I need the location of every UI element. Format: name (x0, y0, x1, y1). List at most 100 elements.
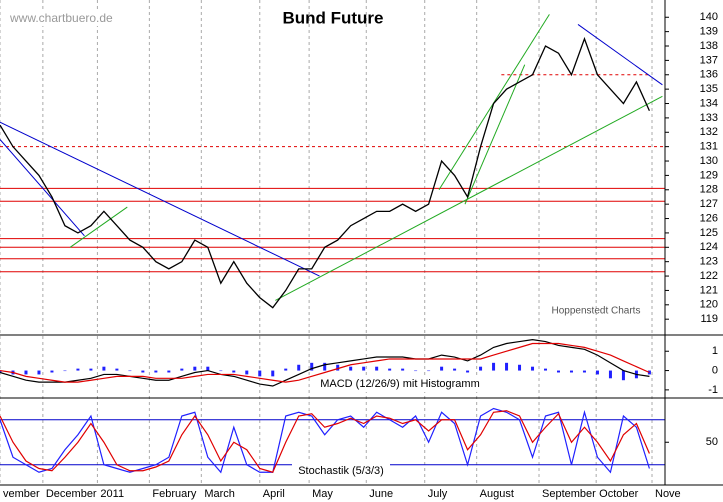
x-tick-label: December (46, 488, 97, 500)
histogram-bar (284, 368, 288, 371)
x-tick-label: Nove (655, 488, 681, 500)
y-tick-label: 121 (700, 284, 718, 296)
histogram-bar (271, 370, 275, 377)
x-tick-label: February (152, 488, 197, 500)
source-note: Hoppenstedt Charts (552, 306, 641, 317)
panel-label: Stochastik (5/3/3) (298, 465, 384, 477)
y-tick-label: 123 (700, 256, 718, 268)
x-tick-label: 2011 (100, 488, 124, 500)
x-tick-label: June (369, 488, 393, 500)
histogram-bar (0, 370, 2, 373)
watermark: www.chartbuero.de (9, 11, 113, 25)
y-tick-label: 134 (700, 97, 718, 109)
histogram-bar (362, 366, 366, 371)
y-tick-label: 136 (700, 69, 718, 81)
x-tick-label: September (542, 488, 596, 500)
histogram-bar (427, 370, 431, 372)
histogram-bar (401, 368, 405, 371)
histogram-bar (297, 364, 301, 371)
histogram-bar (323, 362, 327, 371)
histogram-bar (492, 362, 496, 371)
histogram-bar (466, 370, 470, 373)
histogram-bar (37, 370, 41, 375)
histogram-bar (310, 362, 314, 371)
x-tick-label: March (204, 488, 235, 500)
y-tick-label: 128 (700, 184, 718, 196)
y-tick-label: 140 (700, 11, 718, 23)
histogram-bar (128, 370, 132, 372)
histogram-bar (206, 366, 210, 371)
y-tick-label: 135 (700, 83, 718, 95)
histogram-bar (141, 370, 145, 373)
trend-line (577, 24, 663, 86)
y-tick-label: 126 (700, 212, 718, 224)
histogram-bar (193, 366, 197, 371)
histogram-bar (453, 368, 457, 371)
histogram-bar (479, 366, 483, 371)
series-line (0, 410, 650, 473)
y-tick-label: 50 (706, 436, 718, 448)
histogram-bar (375, 366, 379, 371)
histogram-bar (89, 368, 93, 371)
x-tick-label: May (312, 488, 333, 500)
y-tick-label: 0 (712, 364, 718, 376)
series-line (0, 339, 650, 387)
histogram-bar (505, 362, 509, 371)
histogram-bar (388, 368, 392, 371)
trend-line (0, 121, 320, 277)
trend-line (275, 95, 663, 301)
histogram-bar (608, 370, 612, 379)
y-tick-label: 139 (700, 26, 718, 38)
histogram-bar (531, 366, 535, 371)
histogram-bar (414, 370, 418, 372)
trend-line (0, 139, 85, 237)
histogram-bar (232, 370, 236, 373)
histogram-bar (336, 364, 340, 371)
y-tick-label: 127 (700, 198, 718, 210)
x-tick-label: August (480, 488, 514, 500)
trend-line (464, 64, 526, 205)
y-tick-label: 1 (712, 345, 718, 357)
series-line (0, 407, 650, 474)
histogram-bar (556, 370, 560, 373)
series-line (0, 342, 650, 383)
x-tick-label: vember (3, 488, 40, 500)
label-bg (320, 376, 482, 392)
histogram-bar (219, 370, 223, 372)
y-tick-label: 125 (700, 227, 718, 239)
y-tick-label: 129 (700, 169, 718, 181)
y-tick-label: 120 (700, 299, 718, 311)
histogram-bar (582, 370, 586, 373)
y-tick-label: 133 (700, 112, 718, 124)
y-tick-label: 137 (700, 54, 718, 66)
y-tick-label: -1 (708, 384, 718, 396)
histogram-bar (518, 364, 522, 371)
chart-title: Bund Future (282, 8, 383, 27)
histogram-bar (595, 370, 599, 375)
x-tick-label: April (263, 488, 285, 500)
histogram-bar (50, 370, 54, 373)
y-tick-label: 131 (700, 141, 718, 153)
label-bg (292, 462, 390, 478)
histogram-bar (258, 370, 262, 377)
y-tick-label: 130 (700, 155, 718, 167)
x-tick-label: July (428, 488, 448, 500)
histogram-bar (440, 366, 444, 371)
series-line (0, 36, 651, 309)
y-tick-label: 124 (700, 241, 718, 253)
histogram-bar (349, 366, 353, 371)
histogram-bar (245, 370, 249, 375)
x-tick-label: October (599, 488, 638, 500)
histogram-bar (63, 370, 67, 372)
histogram-bar (569, 370, 573, 373)
y-tick-label: 122 (700, 270, 718, 282)
histogram-bar (24, 370, 28, 375)
histogram-bar (544, 368, 548, 371)
histogram-bar (115, 368, 119, 371)
histogram-bar (102, 366, 106, 371)
y-tick-label: 132 (700, 126, 718, 138)
y-tick-label: 119 (700, 313, 718, 325)
